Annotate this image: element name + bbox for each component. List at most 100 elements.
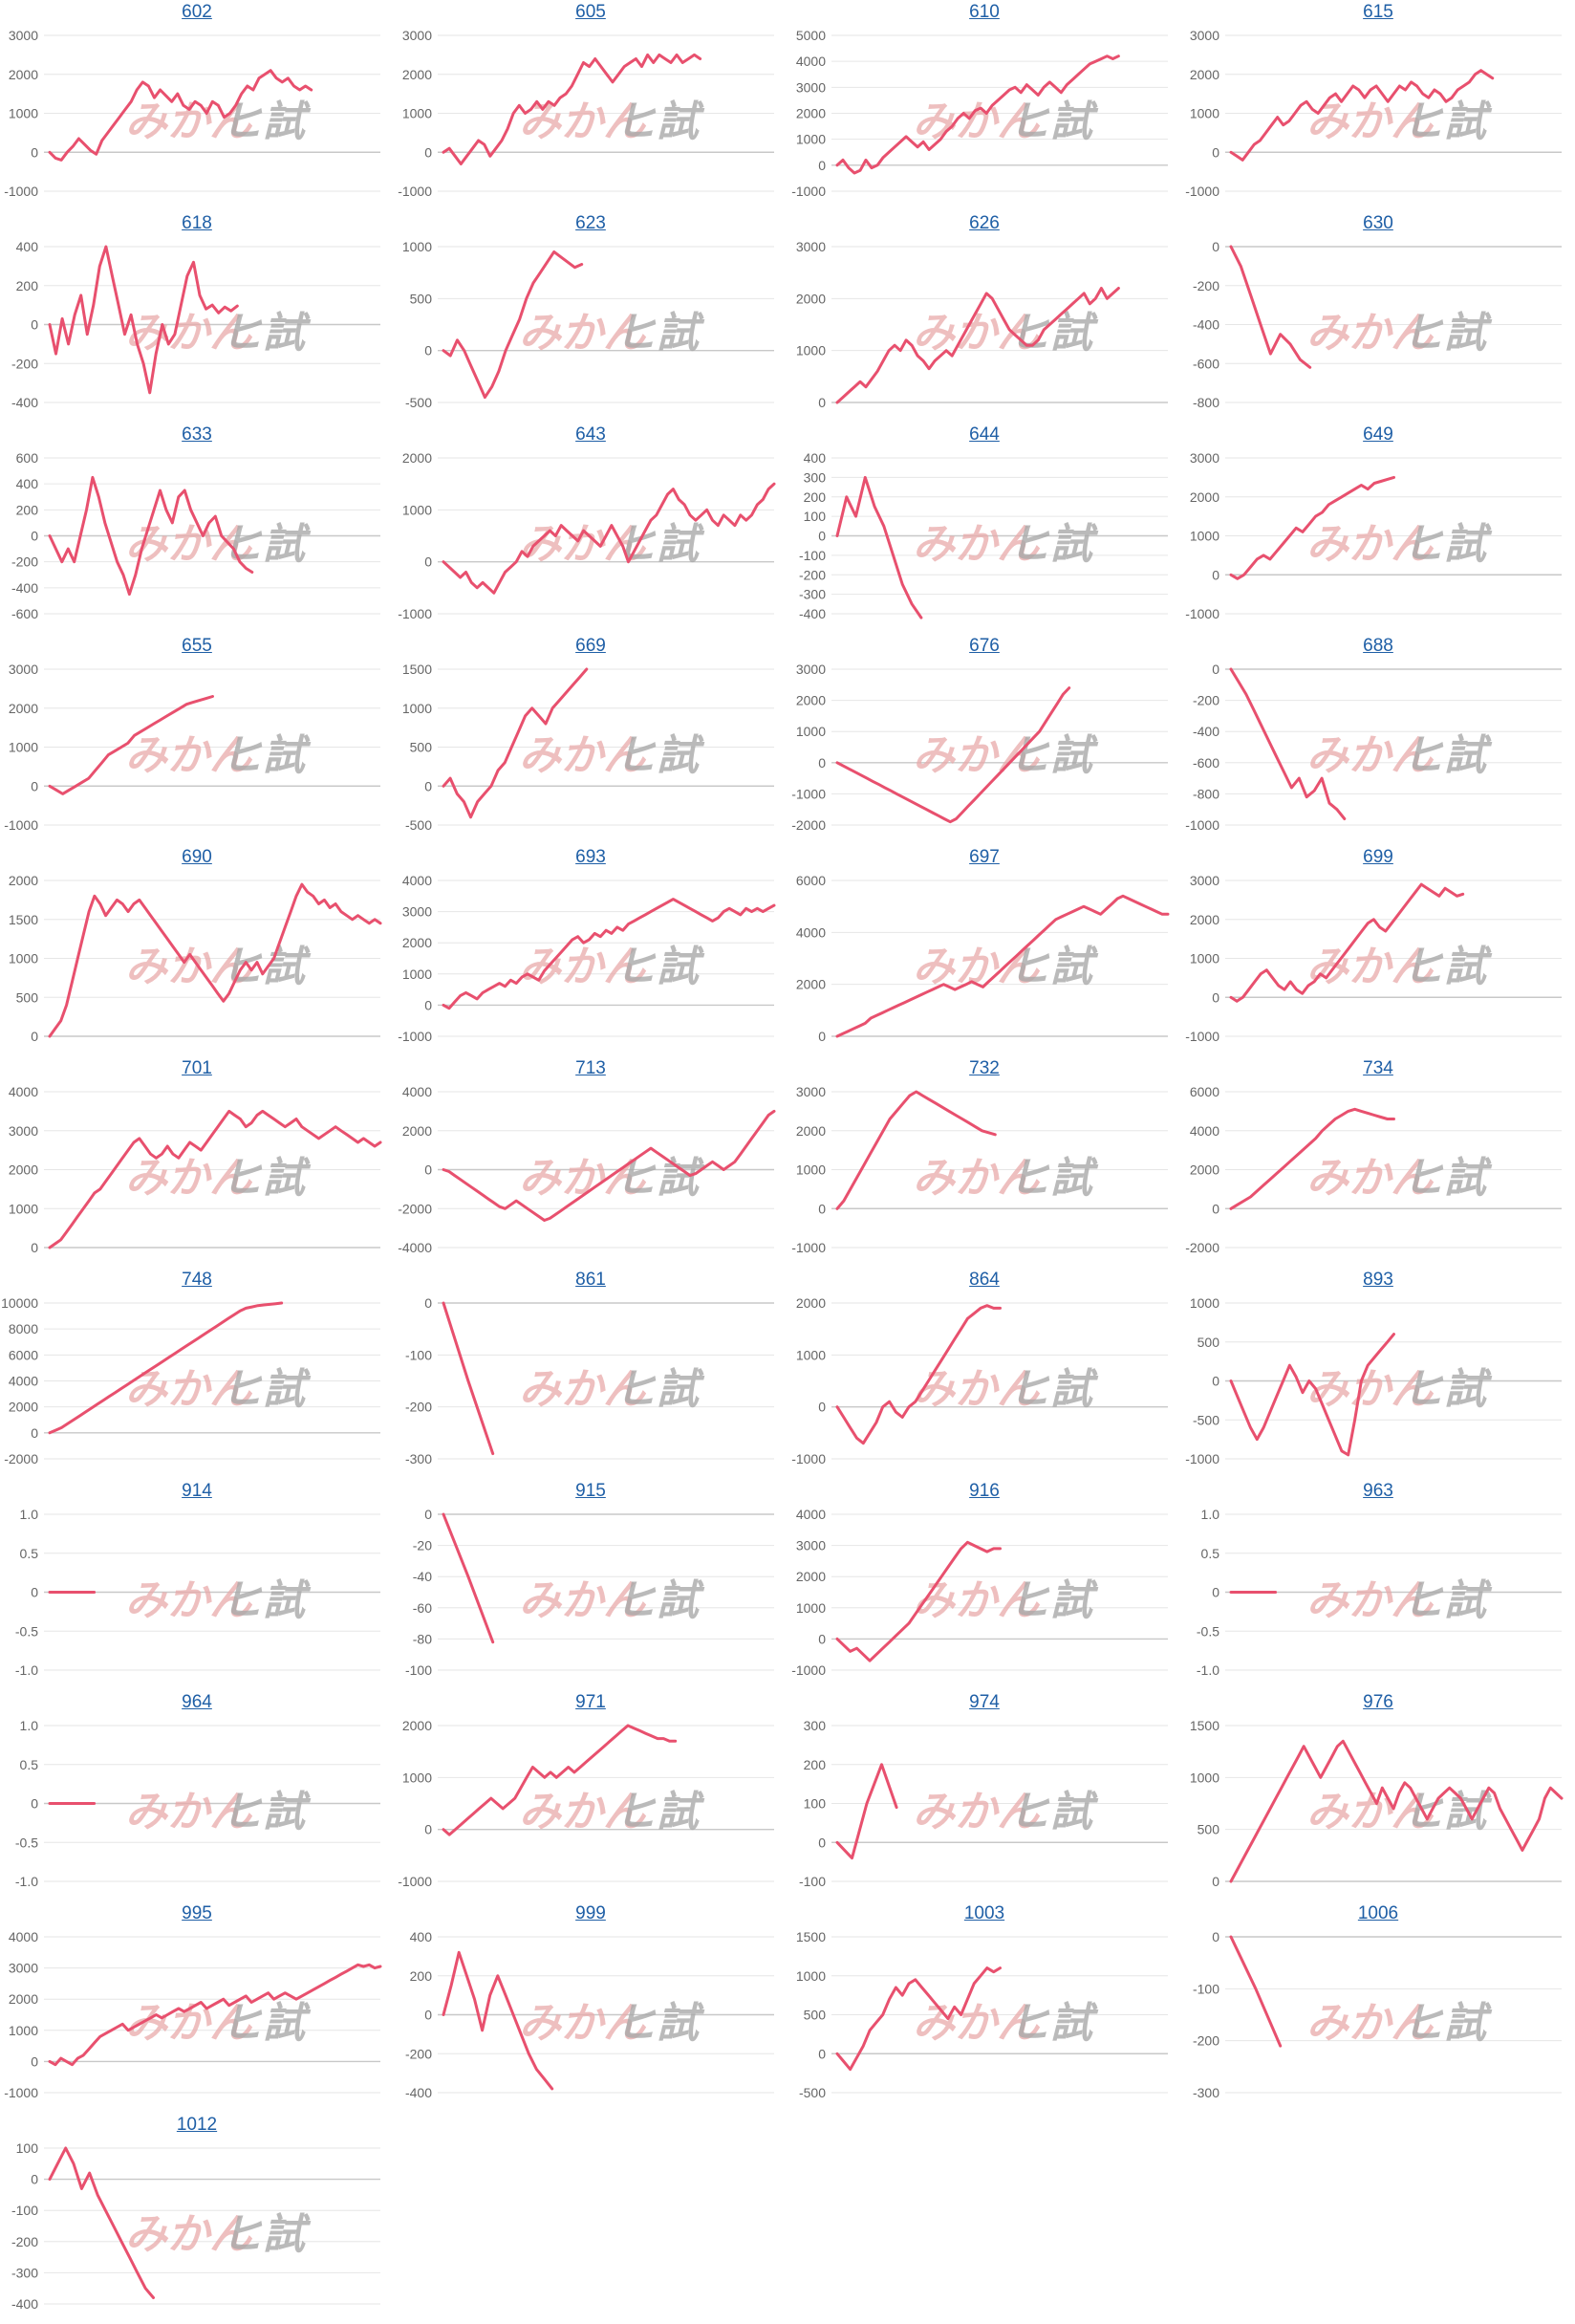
y-tick-label: 2000: [1190, 912, 1219, 927]
chart-title-link[interactable]: 732: [969, 1058, 1000, 1078]
chart-title-link[interactable]: 630: [1363, 213, 1393, 233]
chart-title-link[interactable]: 605: [575, 2, 606, 22]
y-tick-label: 0: [1212, 989, 1219, 1005]
watermark-right-text: ヒ試: [1008, 1788, 1099, 1836]
chart-title-link[interactable]: 602: [182, 2, 212, 22]
y-tick-label: -2000: [791, 817, 826, 833]
chart-title-link[interactable]: 916: [969, 1481, 1000, 1501]
watermark-left-text: みかん: [125, 1154, 253, 1203]
chart-title-link[interactable]: 644: [969, 424, 1000, 445]
y-tick-label: -1000: [1185, 1451, 1219, 1466]
y-tick-label: 2000: [796, 291, 826, 306]
watermark-right-text: ヒ試: [615, 1365, 705, 1414]
chart-cell: -300 -200 -100 0 みかん ヒ試 1006: [1181, 1901, 1575, 2113]
chart-title-link[interactable]: 610: [969, 2, 1000, 22]
chart-title-link[interactable]: 748: [182, 1270, 212, 1290]
watermark-right-text: ヒ試: [615, 1999, 705, 2048]
chart-title-link[interactable]: 1003: [963, 1903, 1005, 1923]
watermark-left-text: みかん: [913, 1576, 1041, 1625]
chart-title-link[interactable]: 893: [1363, 1270, 1393, 1290]
y-tick-label: -100: [799, 548, 826, 563]
chart-title-link[interactable]: 618: [182, 213, 212, 233]
y-tick-label: 1000: [796, 724, 826, 739]
y-tick-label: 0: [424, 343, 432, 358]
chart-cell: -1000 0 1000 2000 みかん ヒ試 971: [394, 1690, 788, 1901]
chart-title-link[interactable]: 971: [575, 1692, 606, 1712]
chart-title-link[interactable]: 1012: [176, 2115, 218, 2135]
series-line: [1229, 1107, 1395, 1210]
chart-title-link[interactable]: 861: [575, 1270, 606, 1290]
y-tick-label: 0: [1212, 1874, 1219, 1889]
y-tick-label: -200: [1193, 2033, 1219, 2049]
y-tick-label: 300: [804, 1718, 827, 1733]
y-tick-label: 0: [818, 529, 826, 544]
chart-title-link[interactable]: 964: [182, 1692, 212, 1712]
chart-title-link[interactable]: 688: [1363, 636, 1393, 656]
y-tick-label: 0: [818, 395, 826, 410]
chart-title-link[interactable]: 649: [1363, 424, 1393, 445]
chart-title-link[interactable]: 690: [182, 847, 212, 867]
chart-title-link[interactable]: 699: [1363, 847, 1393, 867]
chart-title-link[interactable]: 701: [182, 1058, 212, 1078]
y-tick-label: -200: [799, 567, 826, 582]
chart-title-link[interactable]: 693: [575, 847, 606, 867]
chart-title-link[interactable]: 734: [1363, 1058, 1393, 1078]
y-tick-label: 0: [31, 144, 38, 160]
chart-title-link[interactable]: 976: [1363, 1692, 1393, 1712]
chart-title-link[interactable]: 655: [182, 636, 212, 656]
chart-title-link[interactable]: 1006: [1357, 1903, 1399, 1923]
chart-title-link[interactable]: 633: [182, 424, 212, 445]
chart-cell: -2000 0 2000 4000 6000 みかん ヒ試 734: [1181, 1056, 1575, 1268]
series-line: [48, 1963, 382, 2067]
chart-title-link[interactable]: 615: [1363, 2, 1393, 22]
chart-title-link[interactable]: 995: [182, 1903, 212, 1923]
y-tick-label: 1.0: [20, 1718, 39, 1733]
series-line: [1229, 69, 1495, 162]
y-tick-label: 1000: [402, 239, 432, 254]
chart-title-link[interactable]: 669: [575, 636, 606, 656]
watermark-right-text: ヒ試: [1402, 731, 1493, 780]
y-tick-label: -500: [1193, 1412, 1219, 1427]
chart-title-link[interactable]: 676: [969, 636, 1000, 656]
chart-title-link[interactable]: 999: [575, 1903, 606, 1923]
y-tick-label: 6000: [1190, 1084, 1219, 1099]
chart-title-link[interactable]: 697: [969, 847, 1000, 867]
y-tick-label: -200: [11, 356, 38, 371]
chart-title-link[interactable]: 963: [1363, 1481, 1393, 1501]
y-tick-label: 0: [818, 1631, 826, 1646]
y-tick-label: 0: [31, 1029, 38, 1044]
chart-title-link[interactable]: 713: [575, 1058, 606, 1078]
y-tick-label: -300: [11, 2265, 38, 2280]
chart-cell: -500 0 500 1000 みかん ヒ試 623: [394, 211, 788, 423]
chart-title-link[interactable]: 914: [182, 1481, 212, 1501]
y-tick-label: 0: [1212, 239, 1219, 254]
y-tick-label: 0: [818, 158, 826, 173]
chart-title-link[interactable]: 864: [969, 1270, 1000, 1290]
chart-title-link[interactable]: 643: [575, 424, 606, 445]
y-tick-label: 1000: [1190, 1295, 1219, 1311]
chart-title-link[interactable]: 974: [969, 1692, 1000, 1712]
y-tick-label: 0: [424, 1295, 432, 1311]
chart-title-link[interactable]: 915: [575, 1481, 606, 1501]
chart-title-link[interactable]: 623: [575, 213, 606, 233]
y-tick-label: 500: [804, 2008, 827, 2023]
chart-title-link[interactable]: 626: [969, 213, 1000, 233]
y-tick-label: 2000: [402, 935, 432, 950]
chart-cell: -4000 -2000 0 2000 4000 みかん ヒ試 713: [394, 1056, 788, 1268]
series-line: [835, 686, 1071, 824]
watermark-left-text: みかん: [1306, 98, 1435, 146]
series-line: [442, 53, 702, 165]
chart-cell: -1.0 -0.5 0 0.5 1.0 みかん ヒ試 964: [0, 1690, 394, 1901]
